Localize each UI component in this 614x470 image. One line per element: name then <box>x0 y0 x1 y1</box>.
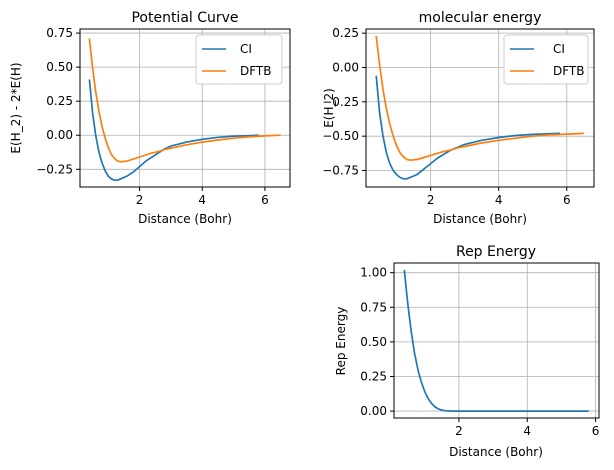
x-tick-label: 4 <box>198 193 206 207</box>
legend-label-ci: CI <box>553 42 565 56</box>
x-tick-label: 6 <box>563 193 571 207</box>
legend-label-dftb: DFTB <box>553 64 585 78</box>
x-tick-label: 2 <box>427 193 435 207</box>
series-line-ci <box>375 75 561 180</box>
y-tick-label: 1.00 <box>360 266 387 280</box>
y-tick-label: 0.50 <box>46 60 73 74</box>
potential-curve-plot: 2 4 6 −0.25 0.00 0.25 0.50 0.75 Potential Curve… <box>9 10 291 226</box>
plot-title: molecular energy <box>419 10 542 26</box>
x-tick-label: 4 <box>495 193 503 207</box>
series-line-ci <box>88 79 259 182</box>
plot-frame <box>365 28 595 188</box>
series-line-dftb <box>375 35 584 162</box>
y-tick-label: 0.25 <box>332 26 359 40</box>
x-tick-label: 6 <box>261 193 269 207</box>
x-axis-title: Distance (Bohr) <box>138 212 232 226</box>
y-tick-label: 0.00 <box>332 60 359 74</box>
x-tick-label: 2 <box>455 424 463 438</box>
series-line-rep-energy <box>403 269 589 412</box>
y-tick-label: 0.00 <box>46 128 73 142</box>
plot-frame <box>79 28 291 188</box>
y-axis-title: E(H_2) <box>322 88 336 128</box>
y-tick-label: 0.25 <box>360 369 387 383</box>
y-axis-title: E(H_2) - 2*E(H) <box>9 62 23 153</box>
x-tick-label: 4 <box>523 424 531 438</box>
y-axis-title: Rep Energy <box>334 307 348 376</box>
x-axis-title: Distance (Bohr) <box>433 212 527 226</box>
y-tick-label: 0.75 <box>360 300 387 314</box>
plot-title: Potential Curve <box>131 10 238 26</box>
y-tick-label: 0.50 <box>360 335 387 349</box>
y-tick-label: 0.75 <box>46 26 73 40</box>
y-tick-label: −0.50 <box>322 129 359 143</box>
y-tick-label: −0.25 <box>36 162 73 176</box>
rep-energy-plot: 2 4 6 0.00 0.25 0.50 0.75 1.00 Rep Energy Dista… <box>334 244 600 459</box>
y-tick-label: 0.00 <box>360 404 387 418</box>
y-tick-label: 0.25 <box>46 94 73 108</box>
plot-frame <box>393 262 600 419</box>
plot-title: Rep Energy <box>456 244 536 260</box>
legend: CI DFTB <box>503 34 589 85</box>
molecular-energy-plot: 2 4 6 −0.75 −0.50 −0.25 0.00 0.25 molecular ene… <box>322 10 595 226</box>
x-axis-title: Distance (Bohr) <box>449 445 543 459</box>
x-tick-label: 2 <box>136 193 144 207</box>
legend-label-dftb: DFTB <box>240 64 272 78</box>
legend-label-ci: CI <box>240 42 252 56</box>
x-tick-label: 6 <box>592 424 600 438</box>
y-tick-label: −0.75 <box>322 164 359 178</box>
legend: CI DFTB <box>195 34 283 85</box>
y-tick-label: −0.25 <box>322 95 359 109</box>
series-line-dftb <box>88 38 281 163</box>
